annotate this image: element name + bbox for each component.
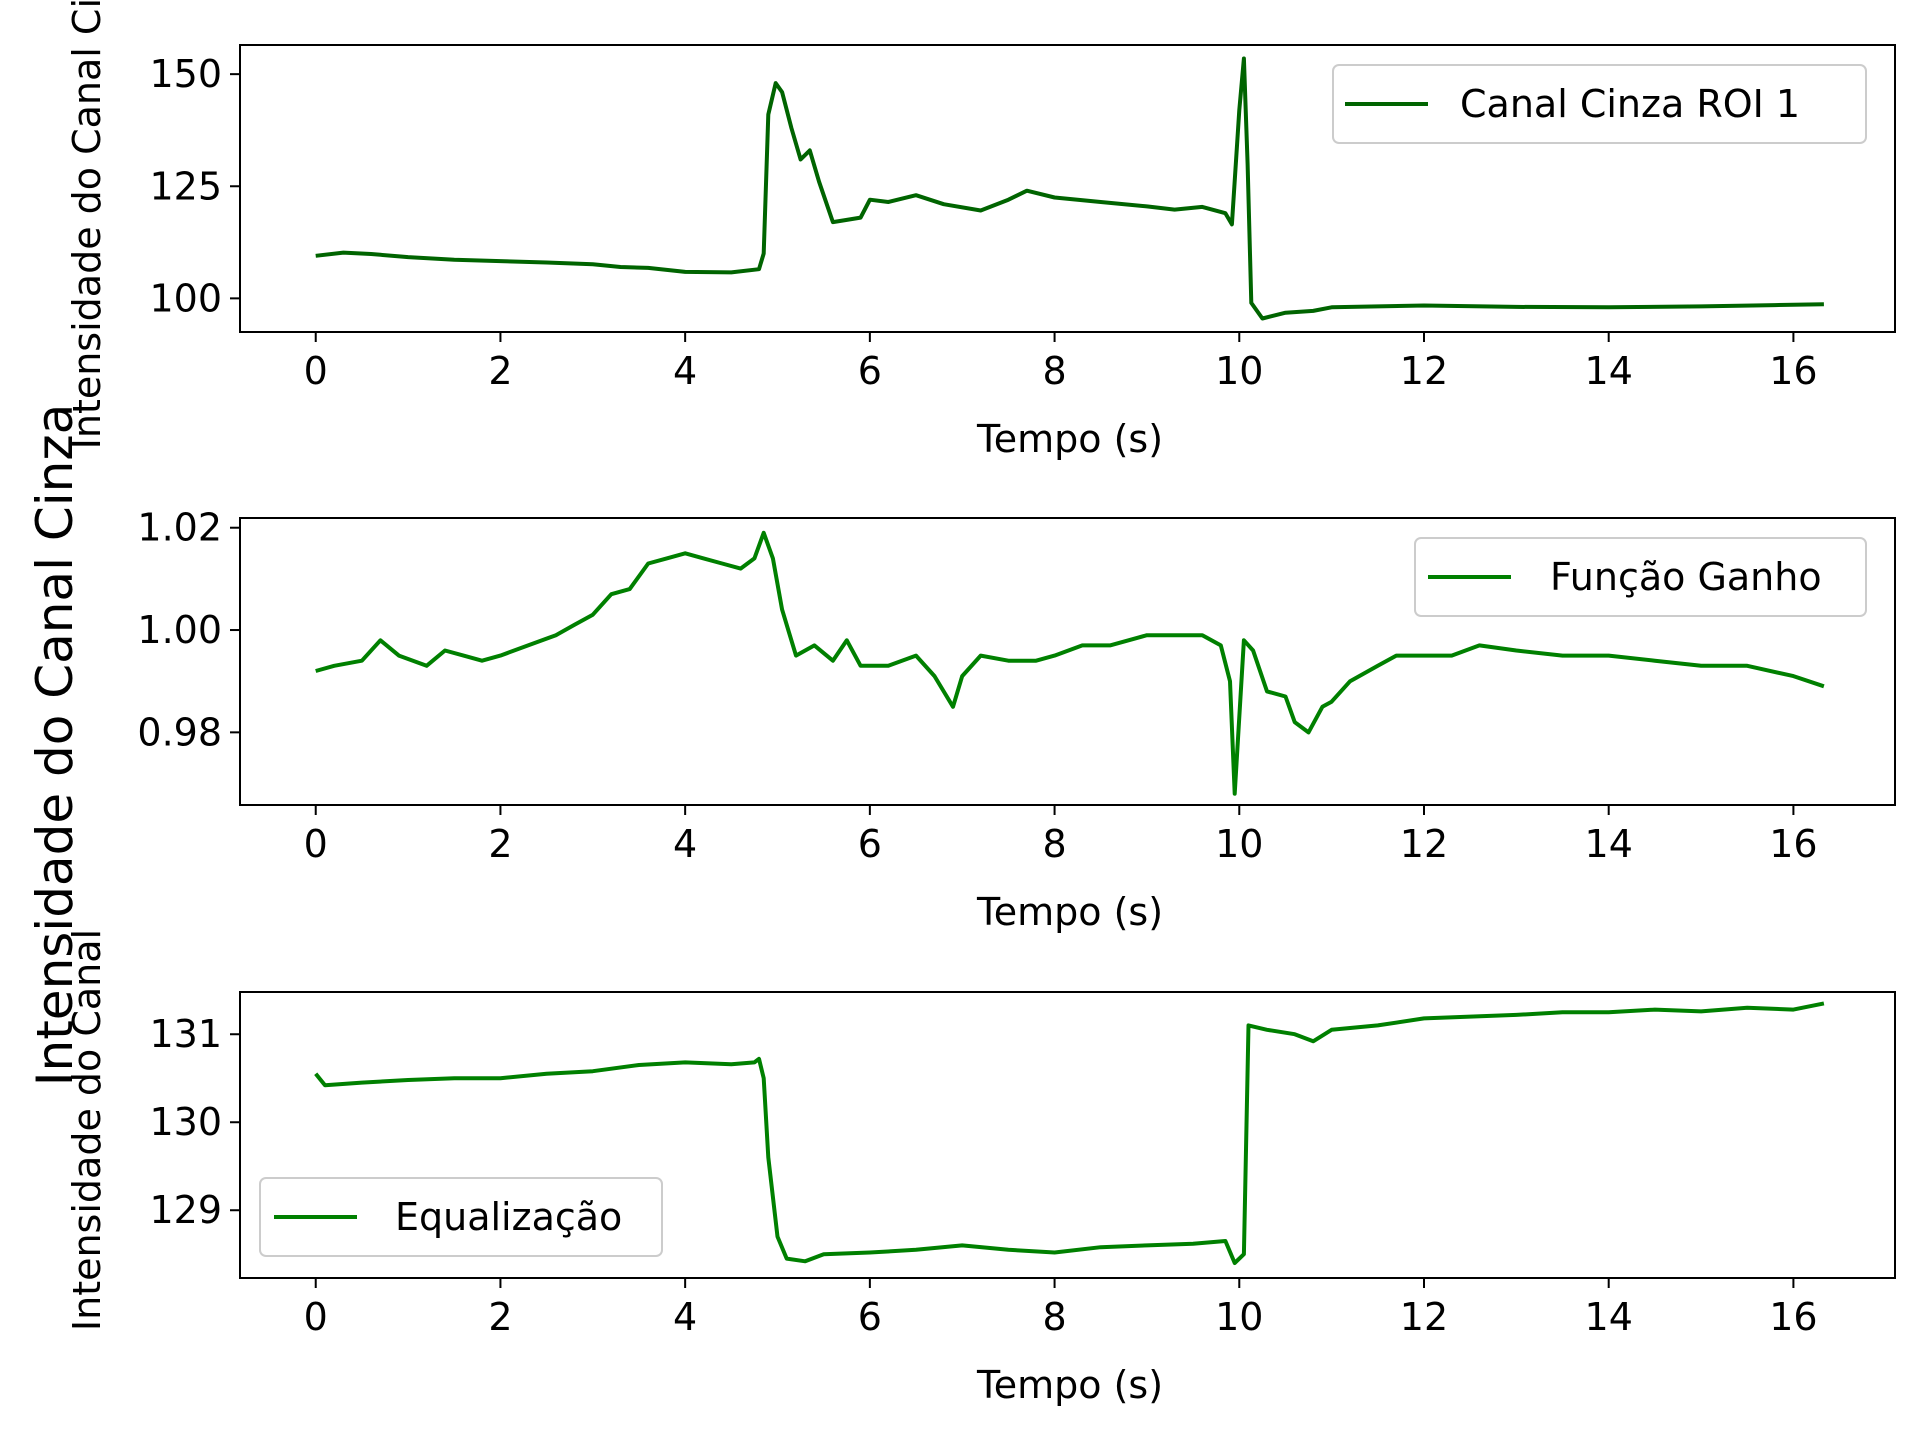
y-tick-label: 131 [149,1012,222,1056]
x-tick-label: 14 [1585,349,1633,393]
legend-gray-channel: Canal Cinza ROI 1 [1332,64,1867,144]
x-tick-label: 8 [1042,1295,1066,1339]
x-tick-label: 4 [673,349,697,393]
legend-equalization: Equalização [259,1177,663,1257]
subplot-gray-channel: Intensidade do Canal Cinza Tempo (s) Can… [65,0,1896,461]
x-tick-label: 12 [1400,822,1448,866]
axes-frame-gray-channel [239,44,1896,333]
x-tick-label: 2 [488,349,512,393]
x-tick-label: 0 [304,349,328,393]
x-tick-label: 8 [1042,822,1066,866]
y-tick-label: 150 [149,52,222,96]
xlabel-subplot-gray-channel: Tempo (s) [976,417,1163,461]
x-tick-label: 0 [304,1295,328,1339]
axes-frame-gain-function [239,517,1896,806]
x-tick-label: 16 [1769,1295,1817,1339]
y-tick-label: 0.98 [137,710,222,754]
x-tick-label: 6 [858,1295,882,1339]
x-tick-label: 8 [1042,349,1066,393]
legend-label-equalization: Equalização [395,1195,622,1239]
x-tick-label: 12 [1400,1295,1448,1339]
x-tick-label: 10 [1215,349,1263,393]
legend-label-gray-channel: Canal Cinza ROI 1 [1460,82,1800,126]
ylabel-subplot-gray-channel: Intensidade do Canal Cinza [65,0,109,449]
x-tick-label: 6 [858,822,882,866]
x-tick-label: 14 [1585,822,1633,866]
x-tick-label: 2 [488,822,512,866]
series-line-gain-function [315,530,1825,796]
x-tick-label: 10 [1215,822,1263,866]
x-tick-label: 10 [1215,1295,1263,1339]
x-tick-label: 2 [488,1295,512,1339]
x-tick-label: 0 [304,822,328,866]
x-tick-label: 16 [1769,822,1817,866]
axes-frame-equalization [239,991,1896,1279]
series-line-equalization [314,1001,1825,1265]
y-tick-label: 129 [149,1188,222,1232]
ylabel-subplot-equalization: Intensidade do Canal [65,929,109,1331]
legend-label-gain-function: Função Ganho [1550,555,1822,599]
legend-gain-function: Função Ganho [1414,537,1867,617]
y-tick-label: 130 [149,1100,222,1144]
subplot-equalization: Intensidade do Canal Tempo (s) Equalizaç… [65,929,1896,1407]
x-tick-label: 16 [1769,349,1817,393]
series-line-gray-channel [315,56,1824,321]
x-tick-label: 4 [673,822,697,866]
y-tick-label: 1.00 [137,608,222,652]
figure-ylabel: Intensidade do Canal Cinza [26,404,84,1086]
subplot-gain-function: Tempo (s) Função Ganho 0 2 4 6 8 10 12 14 16 0.98… [137,506,1896,934]
y-tick-label: 100 [149,276,222,320]
legend-box [1414,537,1867,617]
legend-box [1332,64,1867,144]
xlabel-subplot-equalization: Tempo (s) [976,1363,1163,1407]
x-tick-label: 4 [673,1295,697,1339]
x-tick-label: 6 [858,349,882,393]
y-tick-label: 1.02 [137,506,222,550]
xlabel-subplot-gain-function: Tempo (s) [976,890,1163,934]
y-tick-label: 125 [149,164,222,208]
legend-box [259,1177,663,1257]
x-tick-label: 12 [1400,349,1448,393]
x-tick-label: 14 [1585,1295,1633,1339]
